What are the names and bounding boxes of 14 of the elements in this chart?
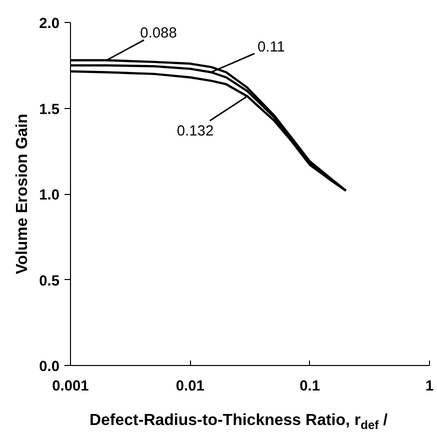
series-label: 0.088 [140,26,177,42]
x-tick-label: 0.001 [52,378,89,394]
x-tick-label: 1 [425,378,434,394]
text: 0.11 [258,40,285,56]
y-tick-label: 2.0 [39,16,60,32]
x-axis-title: Defect-Radius-to-Thickness Ratio, r$_{def}$ / [89,411,388,434]
y-tick-label: 0.5 [39,273,60,290]
y-tick-label: 0.0 [39,359,60,375]
y-tick-label: 1.0 [39,188,60,204]
x-tick-label: 0.1 [300,378,320,394]
y-tick-label: 1.5 [39,102,60,118]
text: 0.132 [176,124,214,140]
y-axis-title: Volume Erosion Gain [14,114,32,274]
x-tick-label: 0.01 [176,378,204,394]
